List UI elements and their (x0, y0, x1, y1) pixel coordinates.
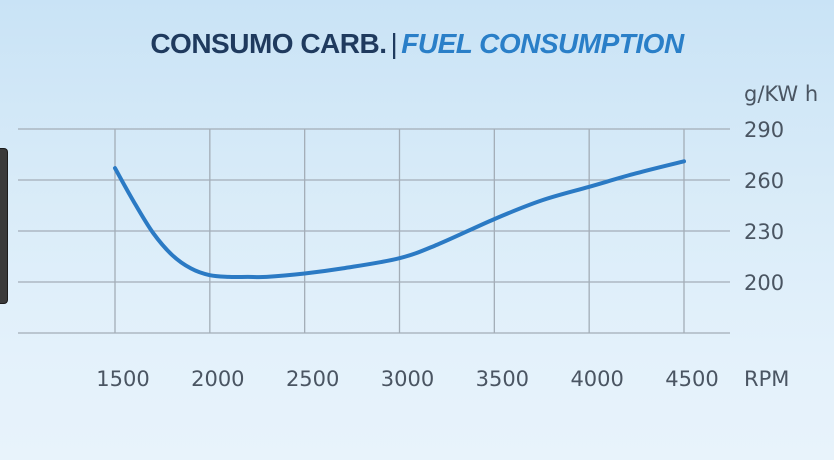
x-tick-label: 3500 (476, 367, 529, 391)
x-tick-label: 1500 (96, 367, 149, 391)
y-tick-label: 200 (744, 271, 784, 295)
x-tick-label: 3000 (381, 367, 434, 391)
chart-title-main: CONSUMO CARB. (150, 28, 387, 59)
y-axis-label: g/KW h (744, 82, 818, 106)
x-axis-label: RPM (744, 367, 789, 391)
tick-layer: 1500 2000 2500 3000 3500 4000 4500 200 230 260 290 (96, 118, 784, 391)
chart-title: CONSUMO CARB. | FUEL CONSUMPTION (0, 28, 834, 60)
x-tick-label: 2500 (286, 367, 339, 391)
grid-layer (18, 128, 730, 334)
y-tick-label: 290 (744, 118, 784, 142)
y-tick-label: 230 (744, 220, 784, 244)
x-tick-label: 4000 (570, 367, 623, 391)
x-tick-label: 2000 (191, 367, 244, 391)
x-tick-label: 4500 (665, 367, 718, 391)
series-layer (113, 159, 686, 280)
side-scroll-handle[interactable] (0, 148, 8, 304)
chart-title-subtitle: FUEL CONSUMPTION (401, 28, 684, 59)
y-tick-label: 260 (744, 169, 784, 193)
chart-title-separator: | (390, 28, 398, 59)
fuel-consumption-line (113, 159, 686, 280)
